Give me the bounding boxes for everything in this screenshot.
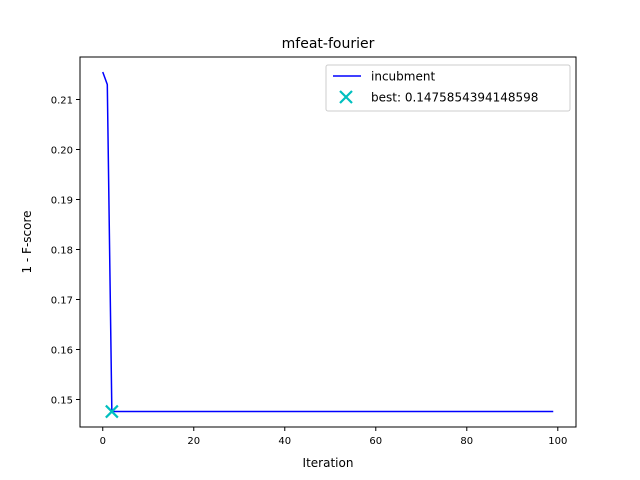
y-axis-label: 1 - F-score	[20, 210, 34, 273]
y-tick-label-1: 0.16	[51, 346, 73, 357]
x-tick-label-40: 40	[278, 436, 291, 447]
plot-frame	[79, 56, 577, 428]
y-tick-label-5: 0.20	[51, 146, 73, 157]
legend-label-incubment: incubment	[371, 70, 435, 84]
x-tick-label-0: 0	[100, 436, 106, 447]
x-tick-label-80: 80	[460, 436, 473, 447]
y-tick-label-2: 0.17	[51, 296, 73, 307]
x-tick-label-20: 20	[187, 436, 200, 447]
best-point-marker-stroke	[105, 404, 119, 419]
legend-x-marker	[339, 90, 353, 104]
chart-title: mfeat-fourier	[282, 36, 375, 52]
y-tick-label-0: 0.15	[51, 396, 73, 407]
legend-frame	[325, 64, 571, 112]
x-axis-label: Iteration	[303, 456, 354, 470]
y-tick-label-4: 0.19	[51, 196, 73, 207]
series-line-incubment	[102, 71, 554, 413]
x-tick-label-100: 100	[548, 436, 567, 447]
plot-area: 0 20 40 60 80 100 0.15 0.16 0.17 0.18 0.19 0.20 0.21	[51, 56, 577, 447]
x-tick-label-60: 60	[369, 436, 382, 447]
legend-label-best: best: 0.1475854394148598	[371, 91, 538, 105]
legend: incubment best: 0.1475854394148598	[325, 64, 571, 112]
y-tick-label-3: 0.18	[51, 246, 73, 257]
y-tick-label-6: 0.21	[51, 96, 73, 107]
